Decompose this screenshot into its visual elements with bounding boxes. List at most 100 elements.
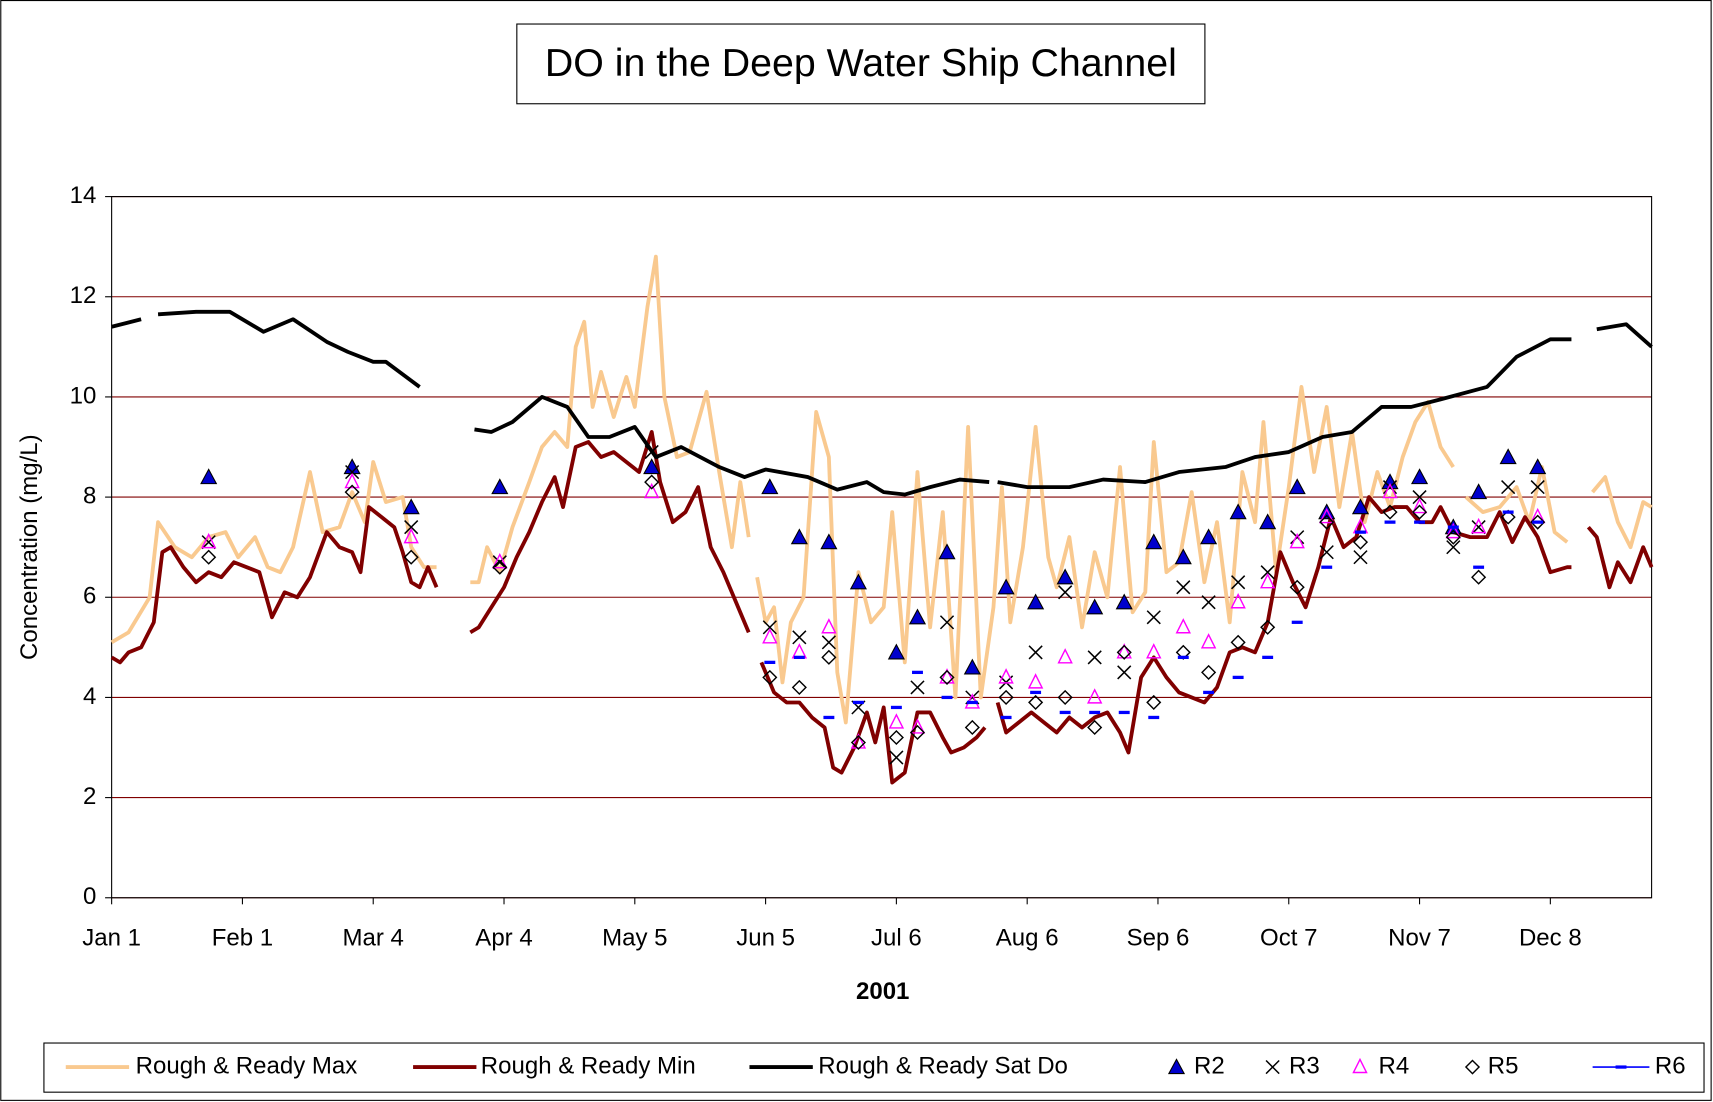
marker	[1353, 550, 1368, 565]
x-axis-label: 2001	[856, 978, 909, 1005]
marker	[1259, 513, 1277, 530]
marker	[644, 474, 660, 490]
marker	[1411, 504, 1428, 520]
marker	[1500, 509, 1516, 525]
chart-title: DO in the Deep Water Ship Channel	[545, 41, 1177, 85]
y-tick-label: 14	[70, 182, 97, 209]
marker	[1259, 573, 1276, 589]
marker	[1027, 593, 1045, 610]
marker	[1230, 634, 1246, 650]
marker	[761, 478, 779, 495]
legend-swatch	[1265, 1059, 1280, 1075]
marker	[1319, 514, 1335, 530]
marker	[492, 559, 508, 575]
marker	[1057, 689, 1073, 705]
legend-label: Rough & Ready Sat Do	[818, 1052, 1068, 1079]
marker	[1501, 479, 1516, 495]
marker	[1058, 585, 1073, 600]
x-tick-label: Dec 8	[1519, 925, 1582, 952]
y-tick-label: 0	[83, 883, 96, 910]
marker	[345, 464, 360, 480]
marker	[200, 532, 217, 549]
marker	[492, 552, 508, 569]
marker	[1200, 633, 1217, 649]
marker	[1411, 497, 1428, 514]
marker	[1117, 665, 1132, 680]
x-tick-label: Nov 7	[1388, 925, 1451, 952]
marker	[791, 679, 807, 695]
marker	[908, 608, 927, 625]
marker	[1231, 575, 1246, 590]
y-tick-label: 6	[83, 583, 96, 610]
marker	[909, 724, 926, 741]
legend-swatch	[1167, 1058, 1186, 1075]
marker	[820, 533, 838, 550]
y-axis-label: Concentration (mg/L)	[16, 434, 43, 660]
marker	[1229, 503, 1247, 520]
x-tick-label: May 5	[602, 925, 667, 952]
marker	[1086, 688, 1103, 704]
marker	[1087, 650, 1102, 665]
marker	[403, 549, 419, 565]
x-tick-label: Oct 7	[1260, 925, 1317, 952]
plot-frame	[111, 196, 1653, 899]
y-tick-label: 2	[83, 783, 96, 810]
marker	[1200, 528, 1218, 545]
marker	[1499, 448, 1517, 465]
marker	[1412, 490, 1427, 505]
marker	[821, 649, 837, 665]
marker	[200, 468, 218, 485]
x-tick-label: Jul 6	[871, 925, 922, 952]
x-tick-label: Jun 5	[736, 925, 795, 952]
marker	[1530, 514, 1546, 530]
legend-box	[43, 1042, 1705, 1093]
marker	[1146, 643, 1162, 659]
marker	[402, 498, 420, 515]
marker	[643, 458, 661, 475]
marker	[998, 689, 1014, 705]
marker	[1529, 458, 1547, 475]
marker	[963, 658, 981, 675]
marker	[1446, 540, 1461, 555]
marker	[888, 729, 904, 746]
marker	[1445, 522, 1462, 539]
marker	[1176, 580, 1191, 595]
legend-swatch	[1352, 1057, 1368, 1074]
marker	[1381, 473, 1399, 490]
marker	[1145, 533, 1163, 550]
marker	[1146, 694, 1162, 710]
data-line	[110, 254, 1653, 725]
marker	[1352, 534, 1369, 550]
data-line	[110, 430, 1654, 785]
marker	[909, 718, 926, 734]
marker	[910, 680, 925, 695]
marker	[938, 543, 956, 560]
x-tick-label: Jan 1	[82, 925, 141, 952]
marker	[492, 555, 507, 570]
marker	[1289, 532, 1305, 549]
marker	[792, 630, 807, 645]
marker	[403, 527, 419, 544]
marker	[889, 750, 904, 765]
marker	[1116, 643, 1132, 659]
marker	[1318, 503, 1336, 520]
marker	[1530, 479, 1545, 495]
marker	[821, 635, 836, 650]
x-tick-label: Feb 1	[212, 925, 273, 952]
marker	[997, 578, 1015, 595]
marker	[998, 668, 1014, 684]
marker	[762, 628, 778, 644]
marker	[1201, 595, 1216, 610]
marker	[643, 482, 660, 499]
marker	[821, 618, 837, 634]
marker	[201, 549, 217, 565]
marker	[1410, 468, 1429, 485]
y-tick-label: 10	[70, 382, 97, 409]
marker	[1086, 598, 1104, 615]
legend-label: Rough & Ready Min	[481, 1052, 696, 1079]
marker	[1174, 548, 1192, 565]
legend-swatch	[1464, 1059, 1481, 1075]
marker	[1201, 664, 1217, 680]
